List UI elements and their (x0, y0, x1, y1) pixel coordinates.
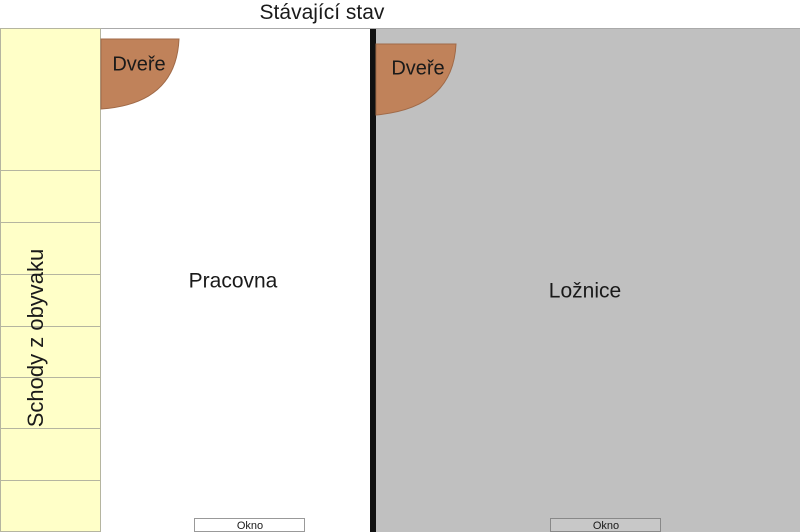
stair-step (0, 480, 101, 532)
window-label: Okno (237, 520, 263, 532)
title: Stávající stav (260, 1, 385, 24)
stair-step (0, 428, 101, 481)
stair-step (0, 326, 101, 378)
stairs (0, 28, 101, 532)
stair-step (0, 274, 101, 327)
stair-step (0, 222, 101, 275)
door (100, 38, 180, 110)
room-pracovna (101, 29, 370, 532)
door-label: Dveře (112, 53, 165, 75)
stairs-label: Schody z obyvaku (23, 249, 48, 428)
door (375, 43, 457, 116)
room-label: Ložnice (549, 280, 621, 303)
room-loznice (376, 29, 800, 532)
door-label: Dveře (391, 57, 444, 79)
window-label: Okno (593, 520, 619, 532)
wall (370, 29, 376, 532)
stair-step (0, 170, 101, 223)
stair-step (0, 377, 101, 429)
room-label: Pracovna (189, 270, 278, 293)
stair-landing (0, 28, 101, 171)
